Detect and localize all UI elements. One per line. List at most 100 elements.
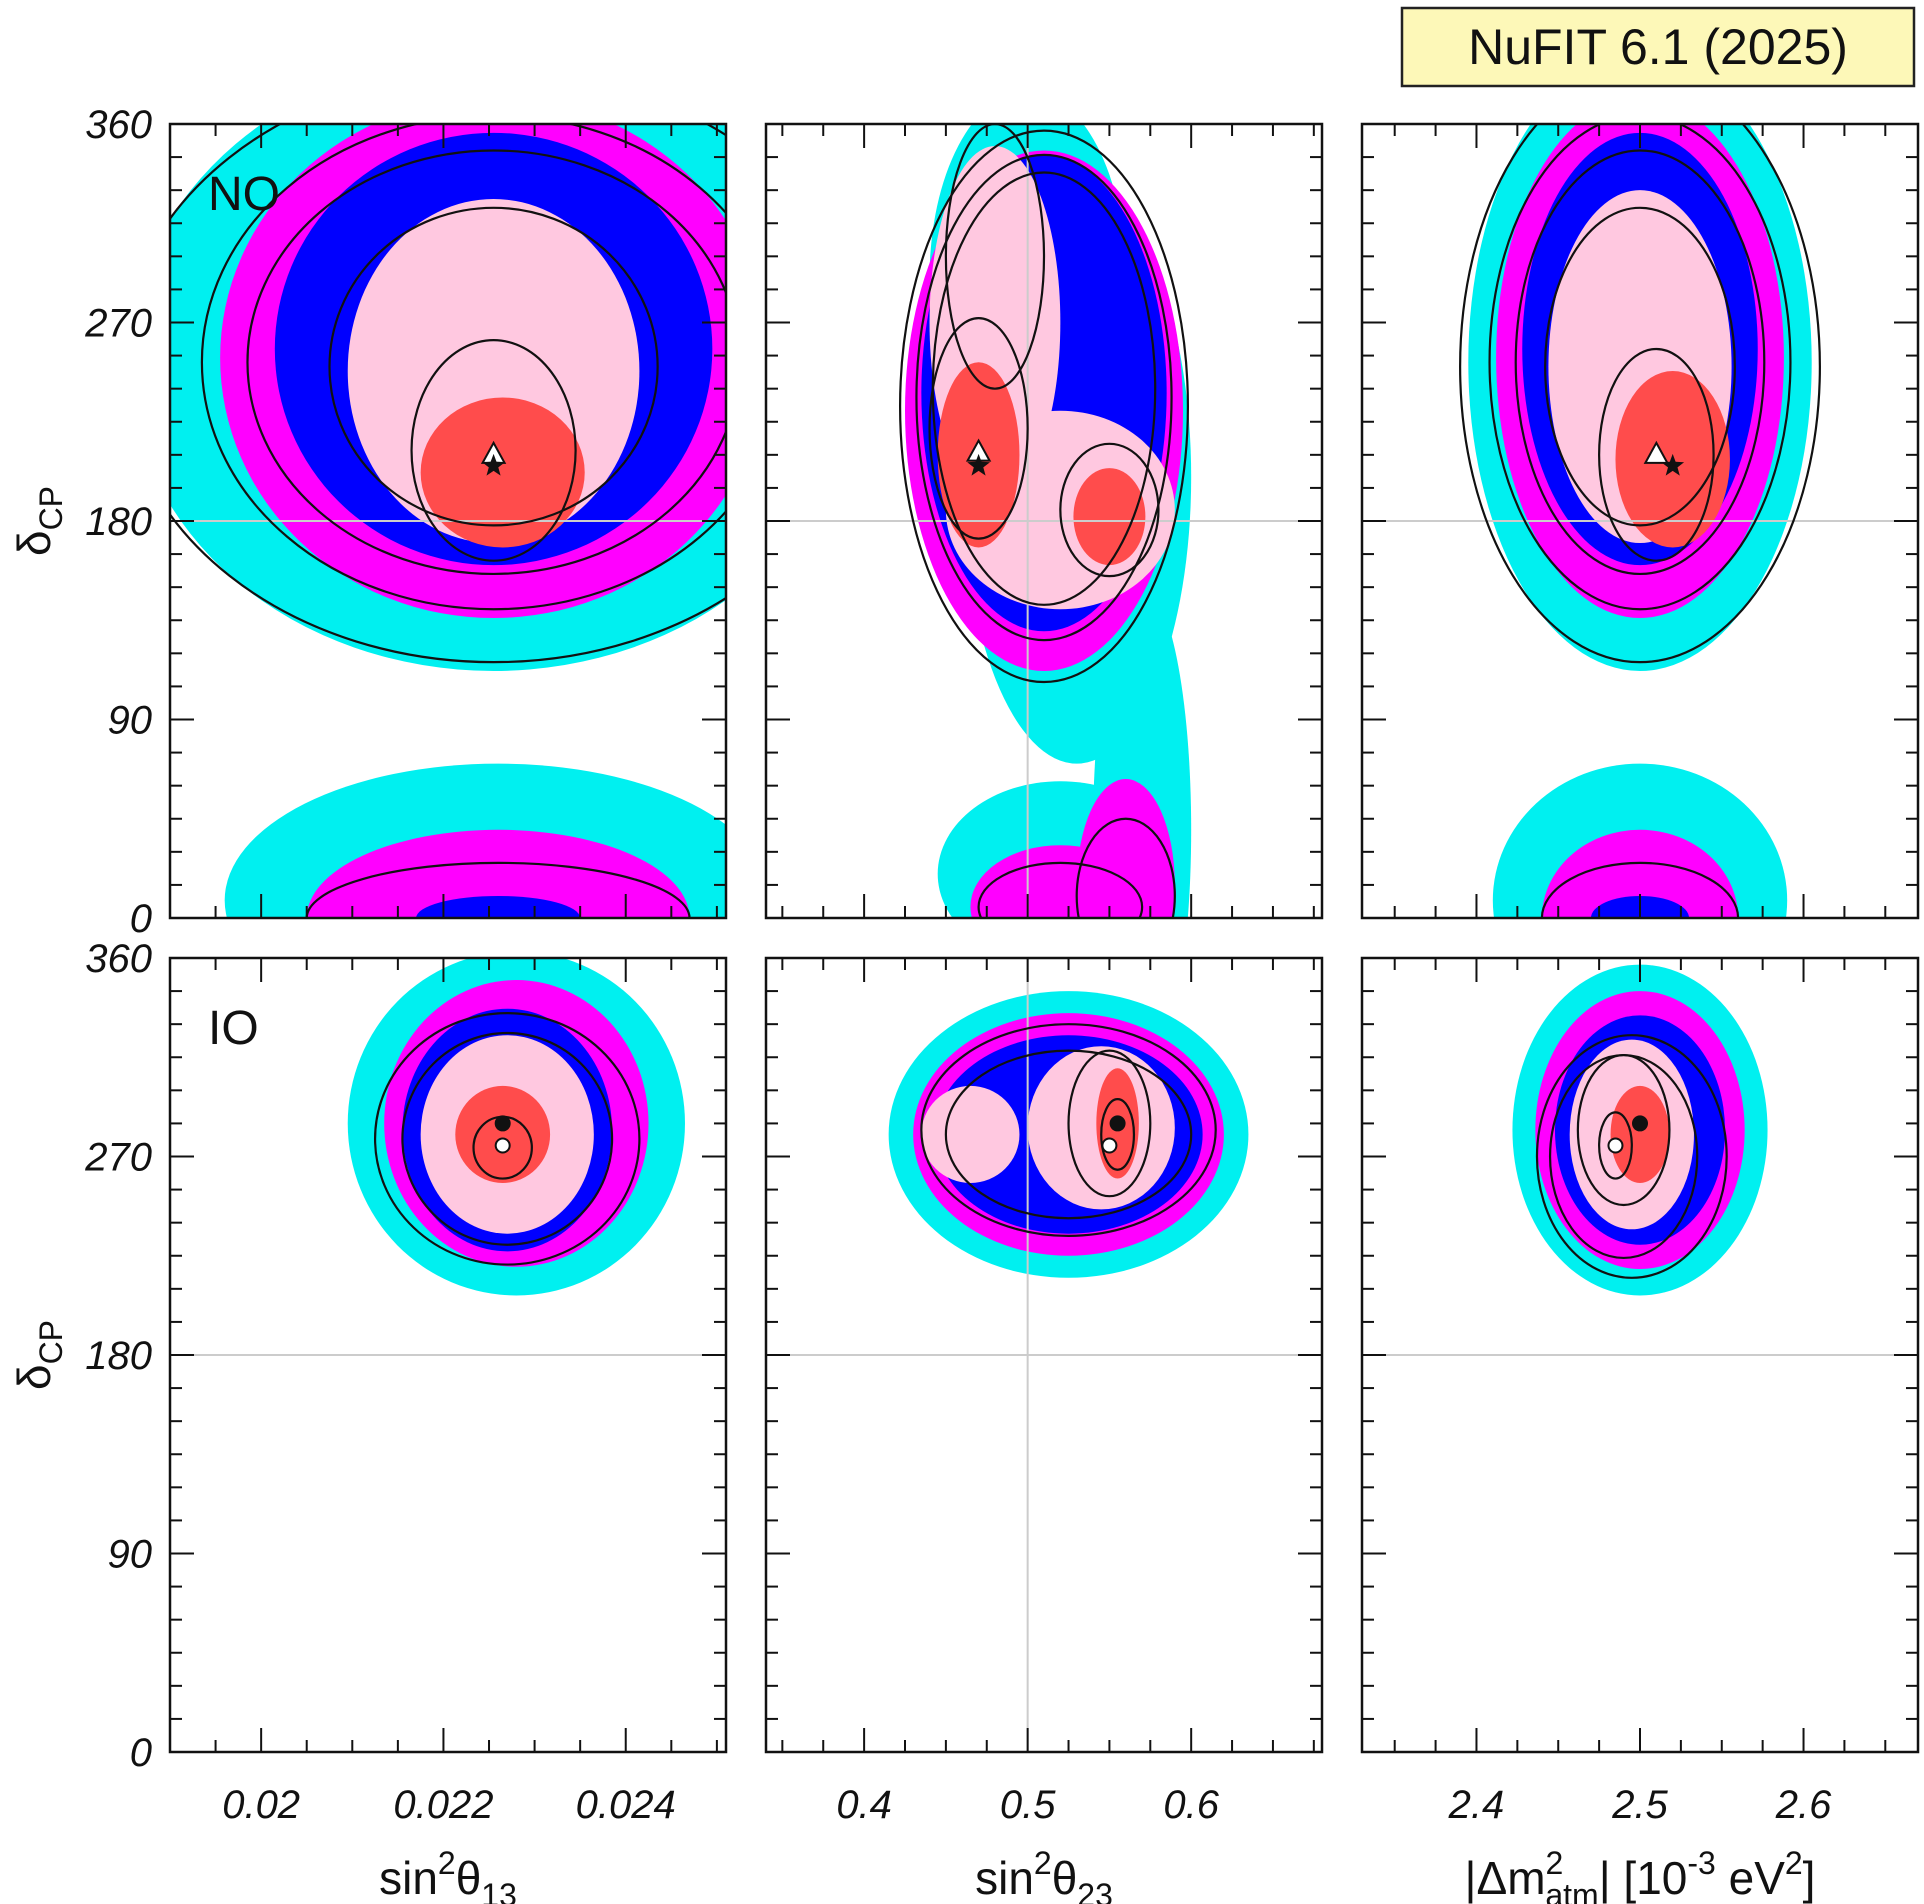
- panel-io-2: 0.4 0.5 0.6 sin2θ23: [764, 956, 1324, 1904]
- y-axis-title-main: δ: [8, 1364, 60, 1390]
- contour-line-2: [1514, 149, 1766, 576]
- best-fit-dot-marker: [1632, 1115, 1648, 1132]
- tick-marks: [1362, 957, 1918, 1753]
- y-axis-title-main: δ: [8, 530, 60, 556]
- x-tick-label: 0.02: [222, 1783, 300, 1827]
- x-tick-label: 0.022: [393, 1783, 493, 1827]
- plot-area: [170, 958, 726, 1356]
- x-axis-title-sup: 2: [438, 1845, 456, 1881]
- contour-line-6: [1075, 817, 1176, 918]
- contour-line-1: [944, 1049, 1193, 1220]
- y-tick-label: 360: [85, 103, 152, 147]
- y-tick-label: 0: [130, 1731, 152, 1775]
- contour-line-2: [246, 149, 726, 575]
- best-fit-star-marker: [1661, 453, 1685, 476]
- badge-text: NuFIT 6.1 (2025): [1468, 19, 1848, 75]
- x-axis-title-theta: θ: [456, 1852, 482, 1904]
- x-axis-title-end: ]: [1803, 1852, 1816, 1904]
- y-tick-label: 270: [84, 1136, 152, 1180]
- y-tick-label: 180: [85, 500, 152, 544]
- region-1sigma-4: [1610, 1085, 1670, 1183]
- x-tick-label: 0.5: [1000, 1783, 1056, 1827]
- panel-io-1: 0 90 180 270 360 0.02 0.022 0.024 IO δCP sin2θ13: [8, 937, 728, 1904]
- x-tick-label: 0.024: [576, 1783, 676, 1827]
- x-axis-title-unit: eV: [1716, 1852, 1785, 1904]
- best-fit-star-marker: [967, 453, 990, 476]
- tick-marks: [766, 957, 1322, 1753]
- contour-line-3: [1100, 1098, 1136, 1171]
- contour-line-1: [401, 1031, 614, 1246]
- x-tick-label: 2.5: [1611, 1783, 1668, 1827]
- contour-line-2: [1576, 1053, 1671, 1207]
- x-axis-title-sub: atm: [1545, 1877, 1598, 1904]
- y-tick-label: 180: [85, 1334, 152, 1378]
- region-3sigma-7: [416, 895, 581, 918]
- y-tick-label: 270: [84, 302, 152, 346]
- contour-line-0: [920, 1023, 1217, 1237]
- x-axis-title: sin2θ23: [975, 1845, 1113, 1904]
- best-fit-open-circle-marker: [1101, 1137, 1118, 1154]
- plot-area: [766, 958, 1322, 1752]
- region-4sigma-6: [970, 845, 1151, 918]
- badge-box: [1400, 6, 1916, 88]
- region-1sigma-4: [420, 397, 585, 548]
- panel-no-3: [1360, 122, 1920, 920]
- x-axis-title: sin2θ13: [379, 1845, 517, 1904]
- contour-line-5: [1059, 442, 1160, 578]
- y-axis-title-sub: CP: [33, 1320, 69, 1364]
- x-axis-title: |Δm2 atm| [10-3 eV2]: [1465, 1845, 1816, 1904]
- contour-line-1: [1488, 124, 1792, 611]
- y-axis-title: δCP: [8, 486, 69, 556]
- contour-line-0: [170, 124, 726, 664]
- tick-marks: [766, 123, 1322, 919]
- best-fit-open-circle-marker: [1607, 1137, 1624, 1154]
- plot-area: [1362, 124, 1918, 918]
- region-4sigma-6: [1541, 829, 1739, 918]
- contour-line-7: [977, 861, 1144, 918]
- x-axis-title-exponent: -3: [1687, 1845, 1715, 1881]
- contour-line-1: [915, 153, 1173, 642]
- x-axis-title-sup: 2: [1546, 1845, 1564, 1881]
- x-tick-label: 2.6: [1775, 1783, 1832, 1827]
- region-1sigma-11: [1073, 468, 1146, 566]
- y-tick-label: 90: [108, 1533, 153, 1577]
- x-tick-label: 2.4: [1448, 1783, 1505, 1827]
- best-fit-open-circle-marker: [494, 1137, 511, 1154]
- best-fit-dot-marker: [494, 1115, 511, 1132]
- x-axis-title-post: | [10: [1599, 1852, 1688, 1904]
- y-tick-label: 0: [130, 897, 152, 941]
- contour-line-3: [1598, 1111, 1633, 1180]
- contour-line-0: [898, 129, 1190, 684]
- contour-line-0: [373, 1012, 641, 1266]
- x-axis-title-main: sin: [975, 1852, 1034, 1904]
- plot-area: [170, 124, 726, 918]
- tick-marks: [169, 957, 726, 1753]
- tick-marks: [1362, 123, 1918, 919]
- best-fit-triangle-marker: [1643, 440, 1670, 464]
- y-tick-label: 360: [85, 937, 152, 981]
- y-axis-title: δCP: [8, 1320, 69, 1390]
- x-axis-title-theta: θ: [1052, 1852, 1078, 1904]
- contour-line-0: [1535, 1034, 1728, 1279]
- x-axis-title-main: sin: [379, 1852, 438, 1904]
- contour-line-1: [200, 124, 726, 611]
- nufit-version-badge: NuFIT 6.1 (2025): [1400, 6, 1916, 88]
- panel-ordering-label: IO: [208, 1002, 259, 1055]
- contour-line-3: [328, 206, 659, 527]
- region-2sigma-3: [921, 1085, 1020, 1183]
- x-axis-title-sub: 13: [481, 1877, 517, 1904]
- x-axis-title-sup: 2: [1034, 1845, 1052, 1881]
- panel-no-2: [764, 122, 1324, 920]
- x-axis-title-pre: |Δm: [1465, 1852, 1546, 1904]
- contour-line-4: [1598, 347, 1715, 562]
- contour-line-2: [1067, 1049, 1152, 1198]
- x-axis-title-sub: 23: [1077, 1877, 1113, 1904]
- tick-marks: [169, 123, 726, 919]
- contour-line-3: [1544, 206, 1736, 527]
- best-fit-star-marker: [482, 453, 505, 476]
- contour-line-4: [410, 339, 577, 562]
- contour-line-4: [928, 316, 1029, 540]
- plot-area: [766, 124, 1322, 918]
- best-fit-dot-marker: [1109, 1115, 1126, 1132]
